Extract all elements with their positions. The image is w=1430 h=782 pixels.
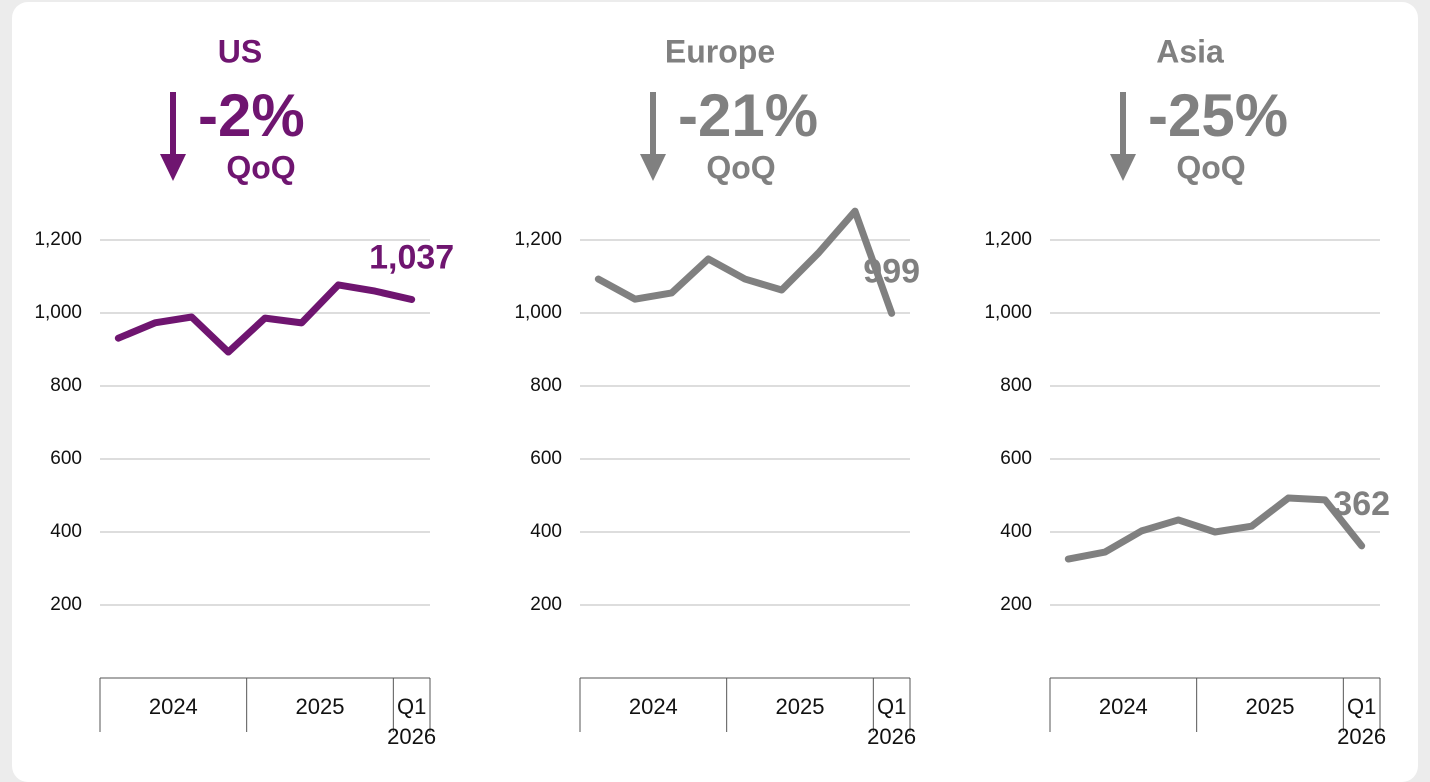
x-group-label: Q1 2026 [1337, 694, 1387, 749]
series-line [114, 281, 416, 356]
y-tick-label: 400 [50, 521, 82, 542]
data-label: 362 [1333, 485, 1390, 523]
x-group-label: Q1 2026 [387, 694, 437, 749]
arrow-head [1110, 154, 1136, 181]
panel-title: US [218, 33, 262, 69]
x-group-label: 2024 [1098, 694, 1148, 719]
headline-note: QoQ [706, 149, 775, 185]
y-tick-label: 400 [1000, 521, 1032, 542]
x-group-label: Q1 2026 [867, 694, 917, 749]
x-group-label: 2025 [775, 694, 825, 719]
y-tick-label: 800 [1000, 375, 1032, 396]
y-tick-label: 200 [1000, 594, 1032, 615]
y-tick-label: 200 [530, 594, 562, 615]
y-tick-label: 1,000 [34, 302, 82, 323]
y-tick-label: 600 [1000, 448, 1032, 469]
y-tick-label: 200 [50, 594, 82, 615]
y-tick-label: 1,200 [34, 229, 82, 250]
x-group-label: 2024 [628, 694, 678, 719]
data-label: 1,037 [369, 238, 454, 276]
arrow-head [640, 154, 666, 181]
y-tick-label: 1,000 [984, 302, 1032, 323]
headline-note: QoQ [226, 149, 295, 185]
headline-note: QoQ [1176, 149, 1245, 185]
y-tick-label: 1,000 [514, 302, 562, 323]
headline: -21% [678, 82, 818, 149]
series-line [1064, 494, 1366, 563]
headline: -25% [1148, 82, 1288, 149]
y-tick-label: 1,200 [514, 229, 562, 250]
y-tick-label: 800 [50, 375, 82, 396]
y-tick-label: 400 [530, 521, 562, 542]
panel-title: Asia [1156, 33, 1224, 69]
series-line [594, 207, 896, 317]
y-tick-label: 600 [530, 448, 562, 469]
arrow-head [160, 154, 186, 181]
x-group-label: 2024 [148, 694, 198, 719]
panel-title: Europe [665, 33, 775, 69]
card [12, 2, 1418, 782]
x-group-label: 2025 [295, 694, 345, 719]
x-group-label: 2025 [1245, 694, 1295, 719]
headline: -2% [198, 82, 305, 149]
y-tick-label: 800 [530, 375, 562, 396]
y-tick-label: 1,200 [984, 229, 1032, 250]
y-tick-label: 600 [50, 448, 82, 469]
data-label: 999 [863, 252, 920, 290]
